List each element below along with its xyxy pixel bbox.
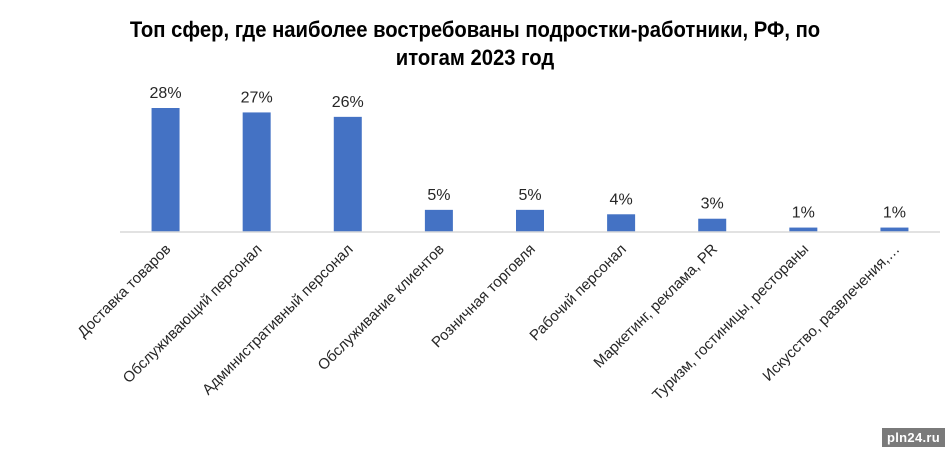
bar xyxy=(333,116,362,232)
bar xyxy=(698,218,727,232)
bar xyxy=(242,112,271,232)
category-label: Рабочий персонал xyxy=(526,241,630,345)
category-label: Розничная торговля xyxy=(428,241,538,351)
data-labels-group: 28% 27% 26% 5% 5% 4% 3% 1% 1% xyxy=(150,85,906,222)
bar xyxy=(880,227,909,232)
data-label: 1% xyxy=(883,205,906,222)
data-label: 3% xyxy=(701,196,724,213)
data-label: 27% xyxy=(241,89,273,106)
category-label: Административный персонал xyxy=(199,241,357,399)
data-label: 5% xyxy=(518,187,541,204)
data-label: 26% xyxy=(332,94,364,111)
data-label: 5% xyxy=(427,187,450,204)
bar xyxy=(424,209,453,232)
category-label: Доставка товаров xyxy=(74,241,174,341)
watermark: pln24.ru xyxy=(882,428,945,447)
bar xyxy=(607,214,636,232)
data-label: 28% xyxy=(150,85,182,102)
bars-group xyxy=(151,108,909,232)
bar xyxy=(789,227,818,232)
category-label: Туризм, гостиницы, рестораны xyxy=(649,241,812,404)
chart-title: Топ сфер, где наиболее востребованы подр… xyxy=(129,17,821,70)
bar xyxy=(516,209,544,232)
data-label: 1% xyxy=(792,205,815,222)
bar xyxy=(151,108,180,232)
data-label: 4% xyxy=(610,191,633,208)
